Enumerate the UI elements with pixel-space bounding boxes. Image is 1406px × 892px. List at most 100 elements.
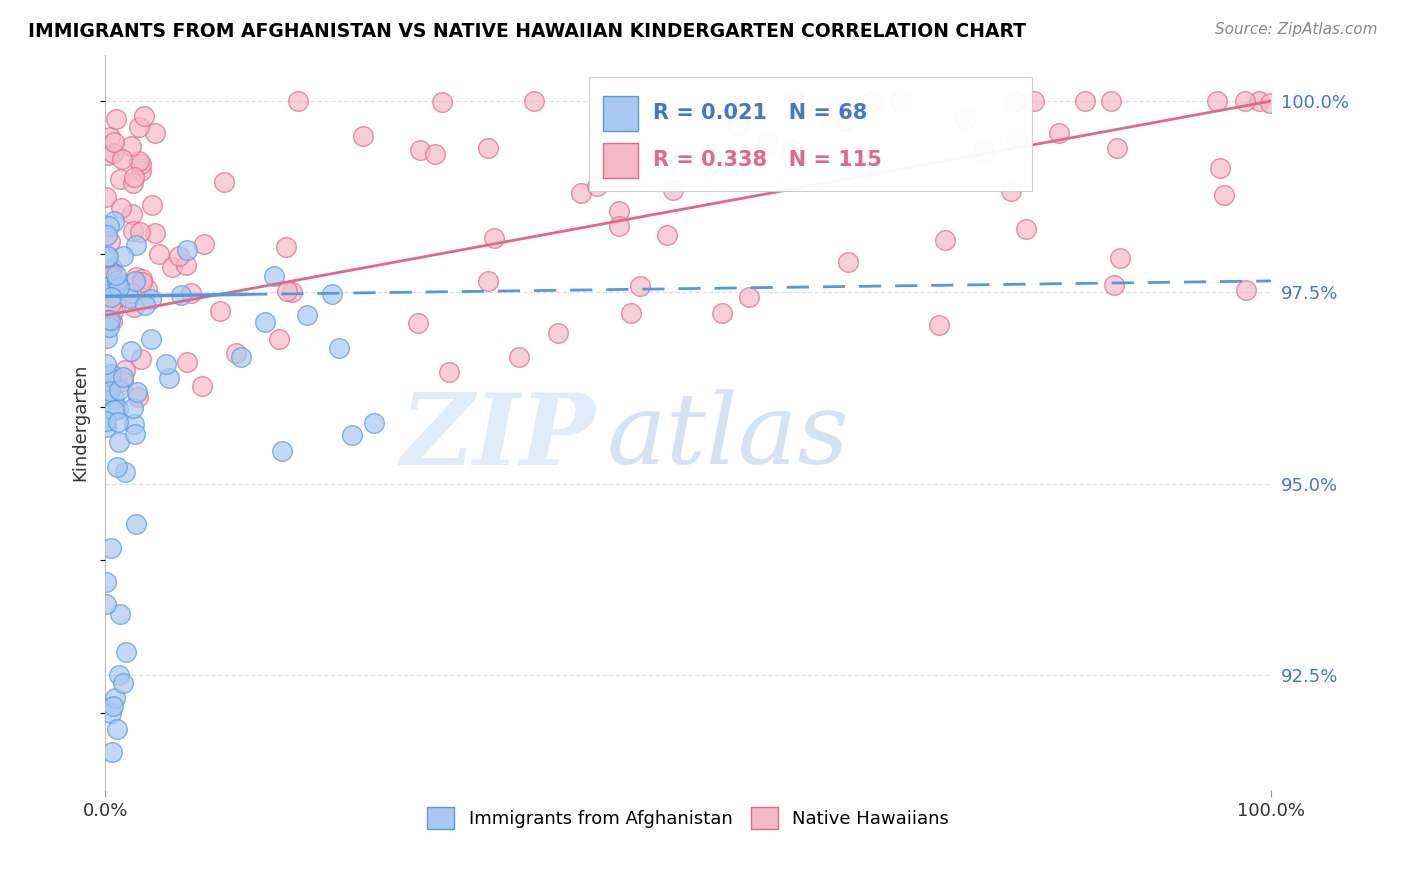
Point bbox=[1260, 95, 1282, 110]
Point bbox=[97, 148, 120, 162]
Point bbox=[655, 227, 678, 242]
Point bbox=[98, 235, 121, 249]
Point bbox=[108, 668, 131, 682]
Point bbox=[112, 369, 135, 384]
Point bbox=[162, 260, 184, 274]
Point bbox=[477, 141, 499, 155]
Point bbox=[569, 186, 592, 200]
Point bbox=[832, 113, 855, 128]
Point bbox=[132, 109, 155, 123]
Point bbox=[208, 304, 231, 318]
Point bbox=[98, 264, 121, 278]
Point bbox=[738, 289, 761, 303]
Point bbox=[128, 120, 150, 134]
Point bbox=[125, 237, 148, 252]
Point bbox=[96, 283, 118, 297]
Point bbox=[1233, 94, 1256, 108]
Point bbox=[953, 112, 976, 126]
Point bbox=[122, 176, 145, 190]
Point bbox=[97, 313, 120, 327]
Point bbox=[125, 270, 148, 285]
Point bbox=[111, 374, 134, 388]
Point bbox=[120, 344, 142, 359]
Point bbox=[125, 516, 148, 531]
Point bbox=[110, 201, 132, 215]
Point bbox=[409, 144, 432, 158]
Point bbox=[108, 280, 131, 294]
Point bbox=[96, 414, 118, 428]
Point bbox=[270, 444, 292, 458]
Point bbox=[98, 129, 121, 144]
Point bbox=[229, 351, 252, 365]
Point bbox=[1234, 284, 1257, 298]
Point bbox=[96, 597, 118, 611]
Point bbox=[129, 352, 152, 367]
Point bbox=[1205, 94, 1227, 108]
Point bbox=[1249, 94, 1271, 108]
Point bbox=[103, 214, 125, 228]
Point bbox=[112, 249, 135, 263]
Point bbox=[523, 94, 546, 108]
Point bbox=[1208, 161, 1230, 175]
Point bbox=[100, 374, 122, 388]
Point bbox=[120, 138, 142, 153]
Point bbox=[783, 94, 806, 108]
Point bbox=[176, 355, 198, 369]
Point bbox=[1015, 222, 1038, 236]
Point bbox=[607, 219, 630, 234]
Point bbox=[295, 308, 318, 322]
Text: atlas: atlas bbox=[606, 390, 849, 485]
Point bbox=[108, 172, 131, 186]
Point bbox=[141, 332, 163, 346]
Point bbox=[141, 293, 163, 307]
Point bbox=[111, 675, 134, 690]
Point bbox=[170, 287, 193, 301]
Point bbox=[111, 152, 134, 166]
Text: ZIP: ZIP bbox=[399, 389, 595, 485]
Point bbox=[710, 306, 733, 320]
Point bbox=[114, 465, 136, 479]
Point bbox=[100, 706, 122, 721]
Text: Source: ZipAtlas.com: Source: ZipAtlas.com bbox=[1215, 22, 1378, 37]
Point bbox=[628, 279, 651, 293]
Point bbox=[1105, 141, 1128, 155]
Point bbox=[860, 94, 883, 108]
Point bbox=[609, 203, 631, 218]
Point bbox=[97, 388, 120, 402]
Point bbox=[100, 269, 122, 284]
Point bbox=[190, 378, 212, 392]
Point bbox=[107, 415, 129, 429]
Point bbox=[274, 240, 297, 254]
Point bbox=[1047, 127, 1070, 141]
Point bbox=[98, 219, 121, 233]
Point bbox=[928, 318, 950, 332]
Point bbox=[122, 401, 145, 415]
Point bbox=[973, 145, 995, 159]
Point bbox=[96, 263, 118, 277]
Point bbox=[105, 277, 128, 291]
Point bbox=[124, 273, 146, 287]
Point bbox=[263, 268, 285, 283]
Bar bbox=[603, 95, 638, 131]
Point bbox=[508, 350, 530, 364]
Point bbox=[100, 264, 122, 278]
Point bbox=[100, 367, 122, 381]
Point bbox=[662, 183, 685, 197]
Point bbox=[363, 416, 385, 430]
Point bbox=[547, 326, 569, 340]
Y-axis label: Kindergarten: Kindergarten bbox=[72, 364, 89, 481]
Bar bbox=[603, 143, 638, 178]
Point bbox=[98, 313, 121, 327]
Point bbox=[103, 403, 125, 417]
Point bbox=[96, 330, 118, 344]
Point bbox=[100, 541, 122, 555]
Point bbox=[1000, 184, 1022, 198]
Point bbox=[98, 320, 121, 334]
Point bbox=[96, 250, 118, 264]
Point bbox=[1109, 252, 1132, 266]
Point bbox=[100, 296, 122, 310]
Point bbox=[96, 420, 118, 434]
Point bbox=[122, 301, 145, 315]
Point bbox=[1005, 129, 1028, 144]
Point bbox=[1213, 188, 1236, 202]
